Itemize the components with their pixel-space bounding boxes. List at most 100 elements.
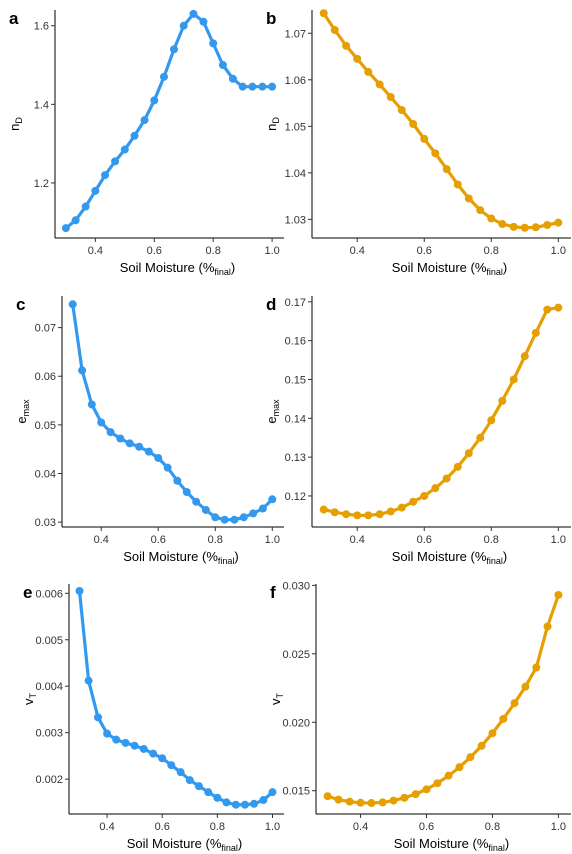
data-point bbox=[453, 462, 462, 471]
data-point bbox=[422, 785, 431, 794]
data-point bbox=[520, 223, 529, 232]
x-axis-title-end: ) bbox=[505, 836, 509, 851]
y-axis-title-main: n bbox=[264, 124, 279, 131]
data-point bbox=[498, 396, 507, 405]
data-point bbox=[140, 116, 149, 125]
data-point bbox=[353, 54, 362, 63]
y-axis-title-main: v bbox=[268, 698, 283, 705]
data-point bbox=[213, 793, 222, 802]
data-point bbox=[61, 224, 70, 233]
data-point bbox=[71, 216, 80, 225]
y-tick-label: 1.05 bbox=[285, 121, 306, 133]
y-tick-label: 0.025 bbox=[282, 649, 310, 661]
data-point bbox=[149, 749, 158, 758]
data-point bbox=[431, 149, 440, 158]
x-axis-title-end: ) bbox=[503, 549, 507, 564]
data-point bbox=[158, 754, 167, 763]
data-point bbox=[409, 497, 418, 506]
x-axis-title-sub: final bbox=[486, 556, 503, 566]
x-tick-label: 0.4 bbox=[350, 534, 365, 546]
y-tick-label: 1.03 bbox=[285, 214, 306, 226]
data-point bbox=[230, 515, 239, 524]
series-line bbox=[322, 11, 560, 230]
data-point bbox=[431, 484, 440, 493]
data-point bbox=[182, 487, 191, 496]
y-axis-title-sub: max bbox=[271, 399, 281, 417]
data-point bbox=[231, 800, 240, 809]
x-tick-label: 0.8 bbox=[208, 534, 223, 546]
data-point bbox=[442, 165, 451, 174]
y-axis-title-sub: D bbox=[271, 117, 281, 124]
data-point bbox=[364, 67, 373, 76]
x-tick-label: 1.0 bbox=[265, 534, 280, 546]
y-tick-label: 0.002 bbox=[35, 774, 63, 786]
data-point bbox=[375, 510, 384, 519]
x-tick-label: 0.8 bbox=[210, 821, 225, 833]
data-point bbox=[268, 82, 277, 91]
data-point bbox=[397, 106, 406, 115]
data-point bbox=[163, 463, 172, 472]
x-axis-title-sub: final bbox=[488, 843, 505, 853]
y-tick-label: 0.030 bbox=[282, 580, 310, 592]
data-point bbox=[476, 433, 485, 442]
y-tick-label: 0.05 bbox=[35, 420, 56, 432]
data-point bbox=[185, 776, 194, 785]
data-point bbox=[204, 788, 213, 797]
x-tick-label: 0.8 bbox=[484, 534, 499, 546]
x-tick-label: 0.4 bbox=[99, 821, 114, 833]
y-axis-title-main: n bbox=[7, 124, 22, 131]
x-tick-label: 0.6 bbox=[419, 821, 434, 833]
y-tick-label: 0.015 bbox=[282, 786, 310, 798]
x-axis-title: Soil Moisture (%final) bbox=[392, 549, 508, 566]
y-tick-label: 0.12 bbox=[285, 491, 306, 503]
x-axis-title: Soil Moisture (%final) bbox=[127, 836, 243, 853]
data-point bbox=[101, 171, 110, 180]
y-tick-label: 0.006 bbox=[35, 588, 63, 600]
y-axis-title: vT bbox=[268, 693, 285, 706]
x-tick-label: 0.4 bbox=[350, 245, 365, 257]
panel-b: 0.4 0.6 0.8 1.0 1.03 1.04 1.05 1.06 1.07 b Soil Mo… bbox=[264, 9, 571, 277]
data-point bbox=[543, 622, 552, 631]
x-tick-label: 1.0 bbox=[265, 821, 280, 833]
x-axis-title-end: ) bbox=[503, 260, 507, 275]
data-point bbox=[97, 418, 106, 427]
x-axis-title-end: ) bbox=[234, 549, 238, 564]
data-point bbox=[258, 82, 267, 91]
x-tick-label: 0.4 bbox=[353, 821, 368, 833]
data-point bbox=[248, 82, 257, 91]
y-tick-label: 0.004 bbox=[35, 681, 63, 693]
data-point bbox=[400, 793, 409, 802]
data-point bbox=[409, 120, 418, 128]
data-point bbox=[532, 663, 541, 672]
data-point bbox=[258, 504, 267, 513]
data-point bbox=[130, 131, 139, 140]
data-point bbox=[201, 505, 210, 514]
data-point bbox=[345, 797, 354, 806]
data-point bbox=[521, 682, 530, 691]
data-point bbox=[444, 771, 453, 780]
data-point bbox=[356, 798, 365, 807]
data-point bbox=[397, 503, 406, 512]
y-axis-title: nD bbox=[7, 117, 24, 131]
data-point bbox=[116, 434, 125, 443]
data-point bbox=[543, 220, 552, 229]
y-axis-title-sub: T bbox=[275, 693, 285, 699]
y-tick-label: 0.17 bbox=[285, 297, 306, 309]
panel-d: 0.4 0.6 0.8 1.0 0.12 0.13 0.14 0.15 0.16 0.17 d Soi… bbox=[264, 295, 571, 566]
data-point bbox=[330, 26, 339, 35]
data-point bbox=[87, 400, 96, 409]
series-line bbox=[71, 302, 274, 522]
y-tick-label: 0.04 bbox=[35, 469, 56, 481]
data-point bbox=[375, 80, 384, 89]
y-tick-label: 0.06 bbox=[35, 371, 56, 383]
x-axis-title-sub: final bbox=[214, 267, 231, 277]
x-axis-title-sub: final bbox=[218, 556, 235, 566]
data-point bbox=[342, 41, 351, 50]
x-tick-label: 0.8 bbox=[484, 245, 499, 257]
y-axis-title: emax bbox=[264, 399, 281, 424]
y-axis-title: vT bbox=[21, 693, 38, 706]
data-point bbox=[510, 699, 519, 708]
data-point bbox=[433, 779, 442, 788]
y-tick-label: 1.4 bbox=[34, 99, 49, 111]
